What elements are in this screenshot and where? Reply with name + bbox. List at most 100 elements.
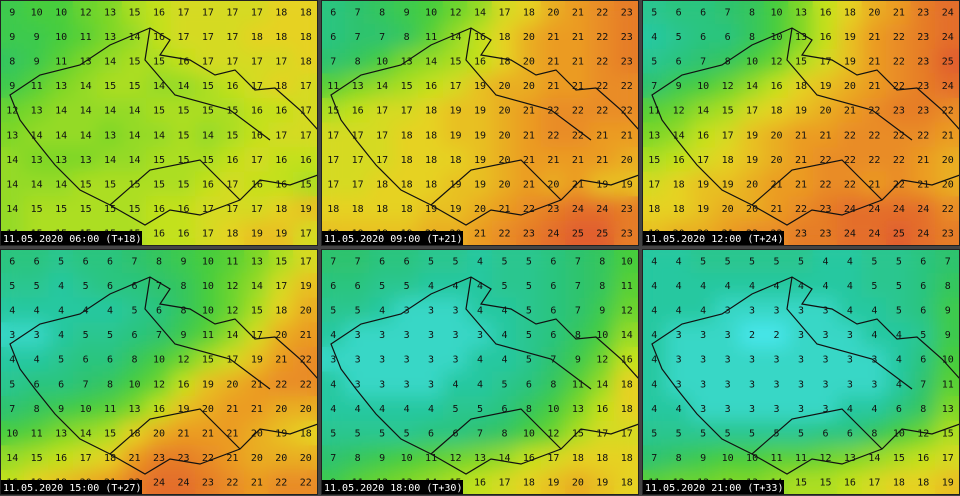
grid-value: 23 (621, 7, 633, 18)
grid-value: 21 (795, 155, 807, 166)
grid-value: 19 (450, 204, 462, 215)
grid-value: 4 (676, 281, 682, 292)
color-cell (690, 97, 716, 124)
grid-value: 21 (129, 453, 141, 464)
grid-value: 8 (156, 256, 162, 267)
label-box (321, 480, 463, 495)
color-cell (763, 322, 790, 348)
grid-value: 22 (844, 155, 856, 166)
grid-value: 16 (300, 155, 312, 166)
grid-value: 20 (523, 32, 535, 43)
color-cell (48, 371, 74, 398)
grid-value: 3 (774, 404, 780, 415)
grid-value: 2 (774, 330, 780, 341)
color-cell (293, 73, 318, 99)
color-cell (268, 273, 295, 299)
color-cell (244, 97, 270, 124)
color-cell (170, 0, 197, 26)
grid-value: 6 (700, 32, 706, 43)
grid-value: 24 (893, 204, 905, 215)
grid-value: 4 (822, 256, 828, 267)
color-cell (467, 346, 493, 373)
grid-value: 10 (523, 429, 535, 440)
grid-value: 15 (80, 204, 92, 215)
grid-value: 13 (251, 256, 263, 267)
color-cell (0, 297, 25, 324)
color-cell (861, 0, 888, 26)
color-cell (146, 249, 172, 275)
grid-value: 4 (453, 379, 459, 390)
grid-value: 17 (251, 330, 263, 341)
grid-value: 5 (526, 281, 532, 292)
color-cell (23, 171, 50, 198)
grid-value: 15 (177, 180, 189, 191)
grid-value: 16 (819, 32, 831, 43)
color-cell (369, 0, 395, 26)
grid-value: 25 (572, 229, 584, 240)
grid-value: 21 (771, 180, 783, 191)
grid-value: 7 (575, 281, 581, 292)
grid-value: 5 (330, 306, 336, 317)
color-cell (23, 346, 50, 373)
color-cell (321, 73, 346, 99)
grid-value: 19 (942, 478, 954, 489)
grid-value: 17 (202, 229, 214, 240)
color-cell (170, 420, 197, 447)
grid-value: 8 (676, 453, 682, 464)
color-cell (293, 273, 318, 299)
color-cell (467, 371, 493, 398)
grid-value: 14 (80, 429, 92, 440)
grid-value: 7 (355, 32, 361, 43)
grid-value: 21 (547, 155, 559, 166)
grid-value: 16 (153, 204, 165, 215)
color-cell (910, 322, 937, 348)
grid-value: 14 (474, 7, 486, 18)
color-cell (393, 396, 420, 422)
grid-value: 21 (917, 155, 929, 166)
grid-value: 15 (31, 204, 43, 215)
grid-value: 13 (129, 404, 141, 415)
color-cell (714, 322, 741, 348)
grid-value: 15 (300, 180, 312, 191)
grid-value: 6 (428, 429, 434, 440)
grid-value: 6 (379, 256, 385, 267)
color-cell (268, 249, 295, 275)
grid-value: 12 (819, 453, 831, 464)
color-cell (48, 122, 74, 149)
color-cell (268, 0, 295, 26)
color-cell (491, 249, 518, 275)
grid-value: 5 (526, 256, 532, 267)
color-cell (763, 396, 790, 422)
color-cell (614, 220, 639, 246)
color-cell (788, 171, 814, 198)
color-cell (219, 73, 246, 99)
grid-value: 15 (226, 130, 238, 141)
grid-value: 10 (746, 453, 758, 464)
grid-value: 17 (80, 453, 92, 464)
color-cell (195, 0, 221, 26)
grid-value: 4 (501, 330, 507, 341)
grid-value: 10 (31, 7, 43, 18)
grid-value: 11 (104, 404, 116, 415)
grid-value: 16 (523, 453, 535, 464)
color-cell (23, 297, 50, 324)
grid-value: 18 (917, 478, 929, 489)
grid-value: 22 (596, 106, 608, 117)
color-cell (121, 147, 148, 173)
color-cell (244, 469, 270, 495)
color-cell (565, 322, 591, 348)
color-cell (344, 420, 371, 447)
grid-value: 22 (498, 229, 510, 240)
color-cell (321, 273, 346, 299)
grid-value: 21 (572, 155, 584, 166)
color-cell (467, 0, 493, 26)
grid-value: 15 (795, 57, 807, 68)
color-cell (516, 273, 542, 299)
grid-value: 16 (275, 155, 287, 166)
color-cell (714, 346, 741, 373)
grid-value: 9 (945, 306, 951, 317)
grid-value: 22 (596, 7, 608, 18)
color-cell (0, 322, 25, 348)
grid-value: 14 (251, 281, 263, 292)
color-cell (886, 445, 912, 471)
